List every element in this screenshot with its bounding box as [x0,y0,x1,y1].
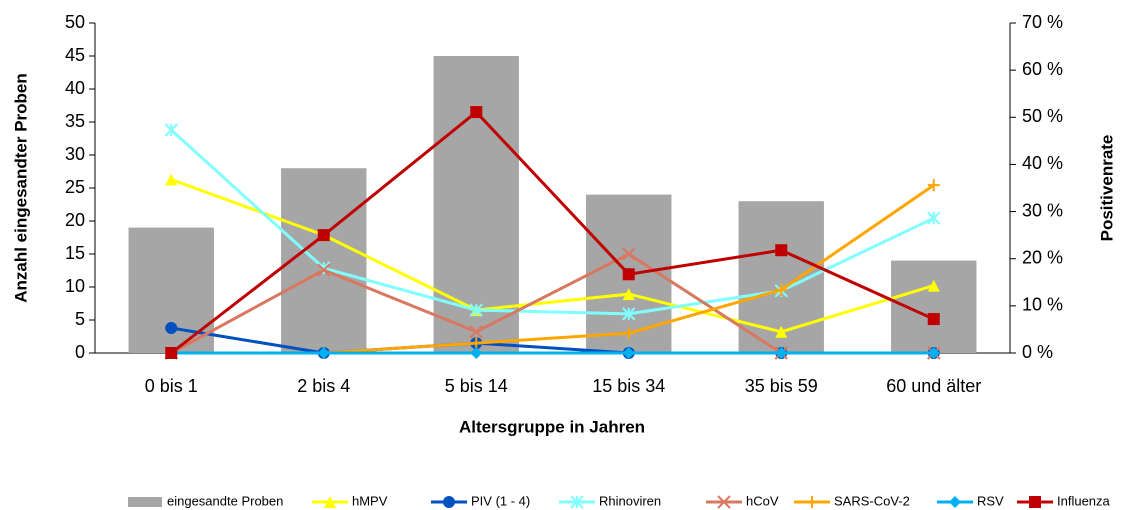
marker [470,106,483,119]
y-tick-label: 15 [65,243,85,263]
x-tick-label: 35 bis 59 [745,376,818,396]
legend-label: PIV (1 - 4) [471,493,530,508]
y-tick-label: 50 [65,12,85,32]
marker [775,347,788,359]
x-tick-label: 0 bis 1 [145,376,198,396]
y2-tick-label: 60 % [1022,59,1063,79]
legend-label: Influenza [1057,493,1111,508]
line [170,110,935,355]
marker [469,303,483,317]
marker [775,283,788,296]
legend-label: SARS-CoV-2 [834,493,910,508]
marker [927,279,940,292]
marker [622,288,635,301]
y2-tick-label: 40 % [1022,153,1063,173]
line [170,178,935,334]
y-tick-label: 20 [65,210,85,230]
x-tick-label: 15 bis 34 [592,376,665,396]
y2-tick-label: 30 % [1022,200,1063,220]
marker [806,496,818,508]
marker [949,496,961,508]
marker [622,247,636,261]
marker [165,347,178,359]
marker [927,179,940,192]
y2-axis-title: Positivenrate [1097,135,1116,242]
legend-label: hCoV [746,493,779,508]
y-tick-label: 45 [65,45,85,65]
marker [775,325,788,338]
legend-label: RSV [977,493,1004,508]
marker [317,347,330,359]
x-axis-title: Altersgruppe in Jahren [459,417,645,436]
x-tick-label: 5 bis 14 [445,376,508,396]
y2-tick-label: 20 % [1022,247,1063,267]
marker [443,496,455,508]
marker [317,263,331,277]
bar [281,168,367,353]
legend-swatch [128,497,162,507]
y-tick-label: 40 [65,78,85,98]
line [170,128,935,316]
marker [165,322,178,335]
marker [775,244,788,257]
y-tick-label: 30 [65,144,85,164]
marker [1029,496,1041,508]
y-axis-title: Anzahl eingesandter Proben [11,73,30,303]
y2-tick-label: 70 % [1022,12,1063,32]
y-tick-label: 25 [65,177,85,197]
marker [324,496,336,508]
x-tick-label: 2 bis 4 [297,376,350,396]
legend-label: hMPV [352,493,388,508]
y2-tick-label: 0 % [1022,342,1053,362]
marker [570,495,584,509]
marker [622,327,635,340]
marker [470,347,483,359]
legend: eingesandte Proben hMPV PIV (1 - 4) Rhinovi… [128,493,1111,509]
marker [165,173,178,186]
y-tick-label: 0 [75,342,85,362]
legend-label: Rhinoviren [599,493,661,508]
legend-label: eingesandte Proben [167,493,283,508]
marker [469,325,483,339]
marker [317,229,330,242]
x-tick-label: 60 und älter [886,376,981,396]
y-tick-label: 35 [65,111,85,131]
y2-tick-label: 50 % [1022,106,1063,126]
marker [927,347,940,359]
marker [717,495,731,509]
y2-tick-label: 10 % [1022,295,1063,315]
y-tick-label: 5 [75,309,85,329]
marker [622,307,636,321]
marker [622,268,635,281]
marker [927,313,940,326]
marker [622,347,635,359]
marker [927,211,941,225]
y-tick-label: 10 [65,276,85,296]
marker [164,123,178,137]
